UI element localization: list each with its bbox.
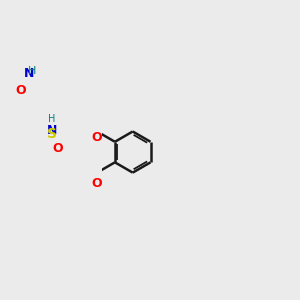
Text: O: O: [15, 84, 26, 97]
Text: O: O: [91, 131, 102, 144]
Text: N: N: [46, 124, 57, 137]
Text: O: O: [92, 177, 102, 190]
Text: O: O: [52, 142, 63, 155]
Text: N: N: [24, 68, 34, 80]
Text: H: H: [28, 66, 36, 76]
Text: H: H: [48, 114, 56, 124]
Text: S: S: [47, 128, 57, 142]
